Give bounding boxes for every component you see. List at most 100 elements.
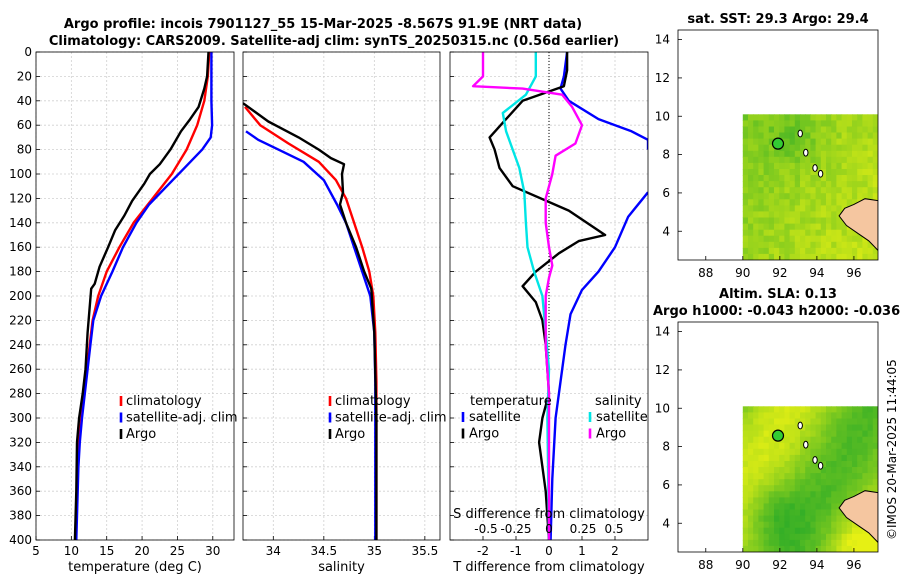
map-cell xyxy=(836,448,843,456)
map-cell xyxy=(836,533,843,541)
map-cell xyxy=(774,424,780,432)
map-cell xyxy=(862,545,869,552)
map-cell xyxy=(810,491,817,498)
map-field xyxy=(742,114,878,260)
map-cell xyxy=(748,223,754,231)
map-cell xyxy=(831,479,837,486)
map-cell xyxy=(820,223,827,231)
map-cell xyxy=(862,406,869,413)
map-cell xyxy=(810,479,817,486)
s-tick-label: 0.5 xyxy=(604,522,623,536)
map-cell xyxy=(820,406,827,413)
map-cell xyxy=(872,479,878,486)
map-cell xyxy=(867,181,874,188)
map-cell xyxy=(836,156,843,164)
map-cell xyxy=(820,229,827,237)
map-cell xyxy=(846,187,853,194)
map-cell xyxy=(836,418,843,426)
map-cell xyxy=(784,454,791,462)
map-cell xyxy=(836,162,843,170)
map-cell xyxy=(768,247,775,255)
map-cell xyxy=(758,497,765,505)
map-cell xyxy=(768,150,775,158)
map-cell xyxy=(784,509,791,517)
map-cell xyxy=(794,132,801,140)
map-cell xyxy=(800,454,806,462)
x-tick-label: 15 xyxy=(99,544,114,558)
map-cell xyxy=(846,120,853,128)
map-cell xyxy=(748,253,754,260)
map-cell xyxy=(805,412,811,420)
map-cell xyxy=(852,187,858,194)
depth-tick-label: 60 xyxy=(17,118,32,132)
map-cell xyxy=(758,545,765,552)
map-cell xyxy=(872,448,878,456)
map-cell xyxy=(758,467,765,474)
map-cell xyxy=(846,181,853,188)
map-cell xyxy=(742,406,749,413)
map-cell xyxy=(872,430,878,438)
map-cell xyxy=(774,406,780,413)
map-cell xyxy=(779,406,785,413)
map-cell xyxy=(748,199,754,206)
map-cell xyxy=(820,491,827,498)
map-cell xyxy=(748,229,754,237)
map-cell xyxy=(852,156,858,164)
map-cell xyxy=(815,223,822,231)
map-cell xyxy=(867,193,874,200)
map-cell xyxy=(768,461,775,468)
map-cell xyxy=(768,448,775,456)
map-cell xyxy=(826,205,832,213)
map-cell xyxy=(831,497,837,505)
map-cell xyxy=(810,515,817,523)
map-cell xyxy=(805,533,811,541)
map-cell xyxy=(826,412,832,420)
legend-label: satellite-adj. clim xyxy=(335,411,447,426)
map-cell xyxy=(810,509,817,517)
s-tick-label: 0 xyxy=(545,522,553,536)
map-cell xyxy=(815,193,822,200)
map-cell xyxy=(758,211,765,219)
map-cell xyxy=(805,181,811,188)
map-cell xyxy=(810,418,817,426)
map-cell xyxy=(862,181,869,188)
island xyxy=(803,148,809,157)
map-cell xyxy=(852,162,858,170)
map-cell xyxy=(810,406,817,413)
map-cell xyxy=(841,241,848,249)
map-cell xyxy=(794,223,801,231)
map-cell xyxy=(768,169,775,176)
map-cell xyxy=(852,436,858,444)
map-cell xyxy=(748,144,754,152)
map-cell xyxy=(831,436,837,444)
map-cell xyxy=(774,418,780,426)
map-cell xyxy=(836,461,843,468)
map-cell xyxy=(810,247,817,255)
map-cell xyxy=(742,120,749,128)
map-cell xyxy=(779,467,785,474)
map-cell xyxy=(794,424,801,432)
map-cell xyxy=(820,162,827,170)
map-cell xyxy=(748,138,754,146)
map-cell xyxy=(805,497,811,505)
map-cell xyxy=(753,132,759,140)
map-cell xyxy=(789,217,796,225)
map-cell xyxy=(852,418,858,426)
map-cell xyxy=(789,126,796,134)
map-cell xyxy=(758,418,765,426)
map-cell xyxy=(742,241,749,249)
map-cell xyxy=(841,442,848,450)
map-cell xyxy=(810,120,817,128)
map-cell xyxy=(779,187,785,194)
map-cell xyxy=(820,138,827,146)
map-cell xyxy=(758,181,765,188)
depth-tick-label: 220 xyxy=(9,313,32,327)
depth-tick-label: 400 xyxy=(9,533,32,547)
map-cell xyxy=(779,126,785,134)
map-cell xyxy=(846,521,853,529)
map-cell xyxy=(753,521,759,529)
map-cell xyxy=(805,156,811,164)
map-cell xyxy=(841,247,848,255)
map-cell xyxy=(805,406,811,413)
map-cell xyxy=(742,181,749,188)
